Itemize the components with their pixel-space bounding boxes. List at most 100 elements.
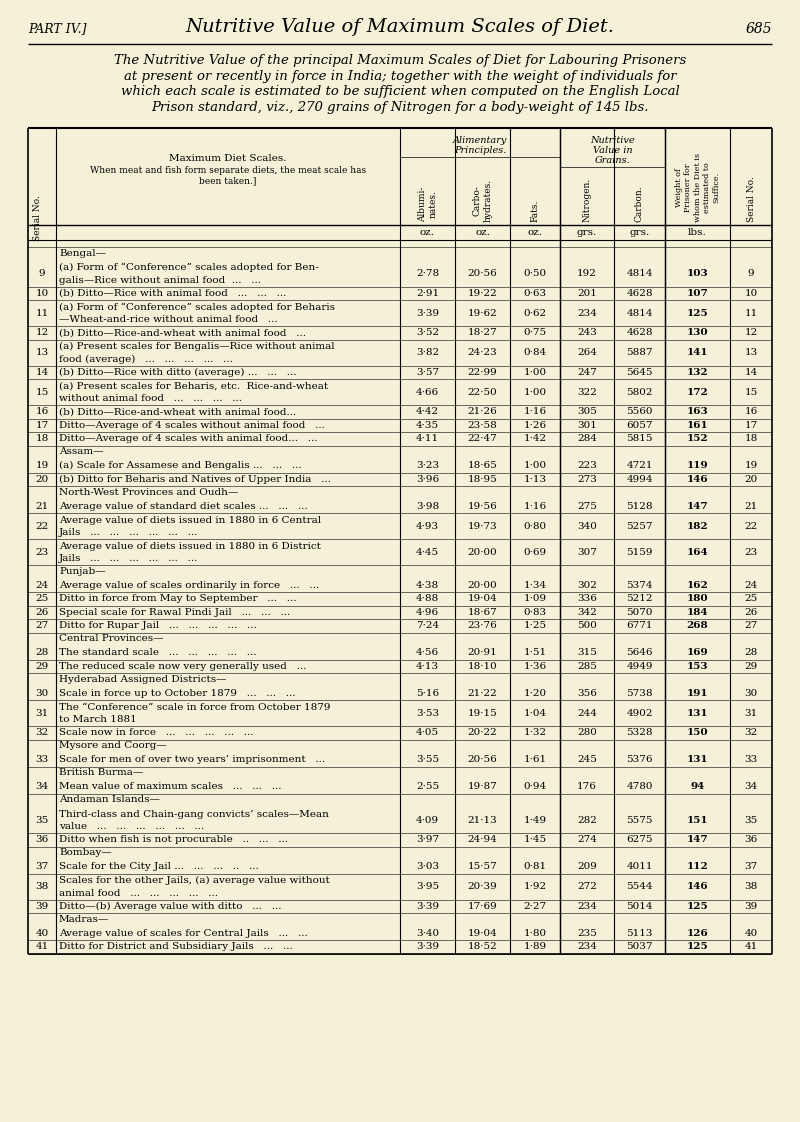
Text: 130: 130 bbox=[686, 329, 708, 338]
Text: 234: 234 bbox=[577, 309, 597, 318]
Text: 500: 500 bbox=[577, 622, 597, 631]
Text: 14: 14 bbox=[35, 368, 49, 377]
Text: 20·56: 20·56 bbox=[468, 269, 498, 278]
Text: 305: 305 bbox=[577, 407, 597, 416]
Text: 1·00: 1·00 bbox=[523, 368, 546, 377]
Text: 132: 132 bbox=[686, 368, 708, 377]
Text: 4·42: 4·42 bbox=[416, 407, 439, 416]
Text: 5376: 5376 bbox=[626, 755, 653, 764]
Text: 209: 209 bbox=[577, 862, 597, 872]
Text: 20: 20 bbox=[744, 475, 758, 484]
Text: 21: 21 bbox=[744, 502, 758, 511]
Text: 1·92: 1·92 bbox=[523, 882, 546, 891]
Text: value   ...   ...   ...   ...   ...   ...: value ... ... ... ... ... ... bbox=[59, 822, 204, 831]
Text: 13: 13 bbox=[35, 348, 49, 357]
Text: 284: 284 bbox=[577, 434, 597, 443]
Text: 5374: 5374 bbox=[626, 581, 653, 590]
Text: 5645: 5645 bbox=[626, 368, 653, 377]
Text: 16: 16 bbox=[744, 407, 758, 416]
Text: 40: 40 bbox=[35, 929, 49, 938]
Text: 19: 19 bbox=[35, 461, 49, 470]
Text: 19·73: 19·73 bbox=[468, 522, 498, 531]
Text: 4·13: 4·13 bbox=[416, 662, 439, 671]
Text: 1·45: 1·45 bbox=[523, 835, 546, 844]
Text: 301: 301 bbox=[577, 421, 597, 430]
Text: Value in: Value in bbox=[593, 146, 632, 155]
Text: 151: 151 bbox=[686, 816, 708, 825]
Text: 4·45: 4·45 bbox=[416, 548, 439, 557]
Text: 3·98: 3·98 bbox=[416, 502, 439, 511]
Text: 24·94: 24·94 bbox=[468, 835, 498, 844]
Text: 25: 25 bbox=[744, 595, 758, 604]
Text: Punjab—: Punjab— bbox=[59, 567, 106, 576]
Text: 4·93: 4·93 bbox=[416, 522, 439, 531]
Text: 5544: 5544 bbox=[626, 882, 653, 891]
Text: 0·69: 0·69 bbox=[523, 548, 546, 557]
Text: 39: 39 bbox=[744, 902, 758, 911]
Text: 18·95: 18·95 bbox=[468, 475, 498, 484]
Text: 147: 147 bbox=[686, 835, 708, 844]
Text: 5815: 5815 bbox=[626, 434, 653, 443]
Text: 14: 14 bbox=[744, 368, 758, 377]
Text: Average value of diets issued in 1880 in 6 District: Average value of diets issued in 1880 in… bbox=[59, 542, 321, 551]
Text: Third-class and Chain-gang convicts’ scales—Mean: Third-class and Chain-gang convicts’ sca… bbox=[59, 809, 329, 819]
Text: 184: 184 bbox=[686, 608, 708, 617]
Text: 32: 32 bbox=[744, 728, 758, 737]
Text: Weight of
Prisoner for
whom the Diet is
estimated to
Suffice.: Weight of Prisoner for whom the Diet is … bbox=[675, 153, 720, 222]
Text: 20·39: 20·39 bbox=[468, 882, 498, 891]
Text: (a) Form of “Conference” scales adopted for Beharis: (a) Form of “Conference” scales adopted … bbox=[59, 303, 335, 312]
Text: 1·36: 1·36 bbox=[523, 662, 546, 671]
Text: 3·97: 3·97 bbox=[416, 835, 439, 844]
Text: (b) Ditto for Beharis and Natives of Upper India   ...: (b) Ditto for Beharis and Natives of Upp… bbox=[59, 475, 331, 484]
Text: grs.: grs. bbox=[630, 228, 650, 237]
Text: oz.: oz. bbox=[527, 228, 542, 237]
Text: oz.: oz. bbox=[475, 228, 490, 237]
Text: 141: 141 bbox=[686, 348, 708, 357]
Text: 1·20: 1·20 bbox=[523, 689, 546, 698]
Text: 152: 152 bbox=[686, 434, 708, 443]
Text: 3·57: 3·57 bbox=[416, 368, 439, 377]
Text: 280: 280 bbox=[577, 728, 597, 737]
Text: 342: 342 bbox=[577, 608, 597, 617]
Text: 4814: 4814 bbox=[626, 309, 653, 318]
Text: 19·87: 19·87 bbox=[468, 782, 498, 791]
Text: 3·52: 3·52 bbox=[416, 329, 439, 338]
Text: 4011: 4011 bbox=[626, 862, 653, 872]
Text: which each scale is estimated to be sufficient when computed on the English Loca: which each scale is estimated to be suff… bbox=[121, 85, 679, 98]
Text: Ditto—Average of 4 scales without animal food   ...: Ditto—Average of 4 scales without animal… bbox=[59, 421, 325, 430]
Text: 17: 17 bbox=[744, 421, 758, 430]
Text: 172: 172 bbox=[686, 387, 708, 396]
Text: 4902: 4902 bbox=[626, 708, 653, 717]
Text: 3·82: 3·82 bbox=[416, 348, 439, 357]
Text: 3·39: 3·39 bbox=[416, 942, 439, 951]
Text: Central Provinces—: Central Provinces— bbox=[59, 634, 163, 643]
Text: 4628: 4628 bbox=[626, 288, 653, 297]
Text: 223: 223 bbox=[577, 461, 597, 470]
Text: 41: 41 bbox=[35, 942, 49, 951]
Text: PART IV.]: PART IV.] bbox=[28, 22, 86, 35]
Text: 4·56: 4·56 bbox=[416, 649, 439, 657]
Text: 5575: 5575 bbox=[626, 816, 653, 825]
Text: Maximum Diet Scales.: Maximum Diet Scales. bbox=[170, 154, 286, 163]
Text: to March 1881: to March 1881 bbox=[59, 715, 137, 724]
Text: 5159: 5159 bbox=[626, 548, 653, 557]
Text: 4721: 4721 bbox=[626, 461, 653, 470]
Text: 7·24: 7·24 bbox=[416, 622, 439, 631]
Text: 37: 37 bbox=[35, 862, 49, 872]
Text: 3·39: 3·39 bbox=[416, 309, 439, 318]
Text: 340: 340 bbox=[577, 522, 597, 531]
Text: 22·47: 22·47 bbox=[468, 434, 498, 443]
Text: (a) Present scales for Beharis, etc.  Rice-and-wheat: (a) Present scales for Beharis, etc. Ric… bbox=[59, 381, 328, 390]
Text: 125: 125 bbox=[686, 942, 708, 951]
Text: 307: 307 bbox=[577, 548, 597, 557]
Text: 33: 33 bbox=[35, 755, 49, 764]
Text: 18·67: 18·67 bbox=[468, 608, 498, 617]
Text: galis—Rice without animal food  ...   ...: galis—Rice without animal food ... ... bbox=[59, 276, 261, 285]
Text: 3·53: 3·53 bbox=[416, 708, 439, 717]
Text: 5212: 5212 bbox=[626, 595, 653, 604]
Text: 18·27: 18·27 bbox=[468, 329, 498, 338]
Text: 2·55: 2·55 bbox=[416, 782, 439, 791]
Text: 4·11: 4·11 bbox=[416, 434, 439, 443]
Text: been taken.]: been taken.] bbox=[199, 176, 257, 185]
Text: 20·22: 20·22 bbox=[468, 728, 498, 737]
